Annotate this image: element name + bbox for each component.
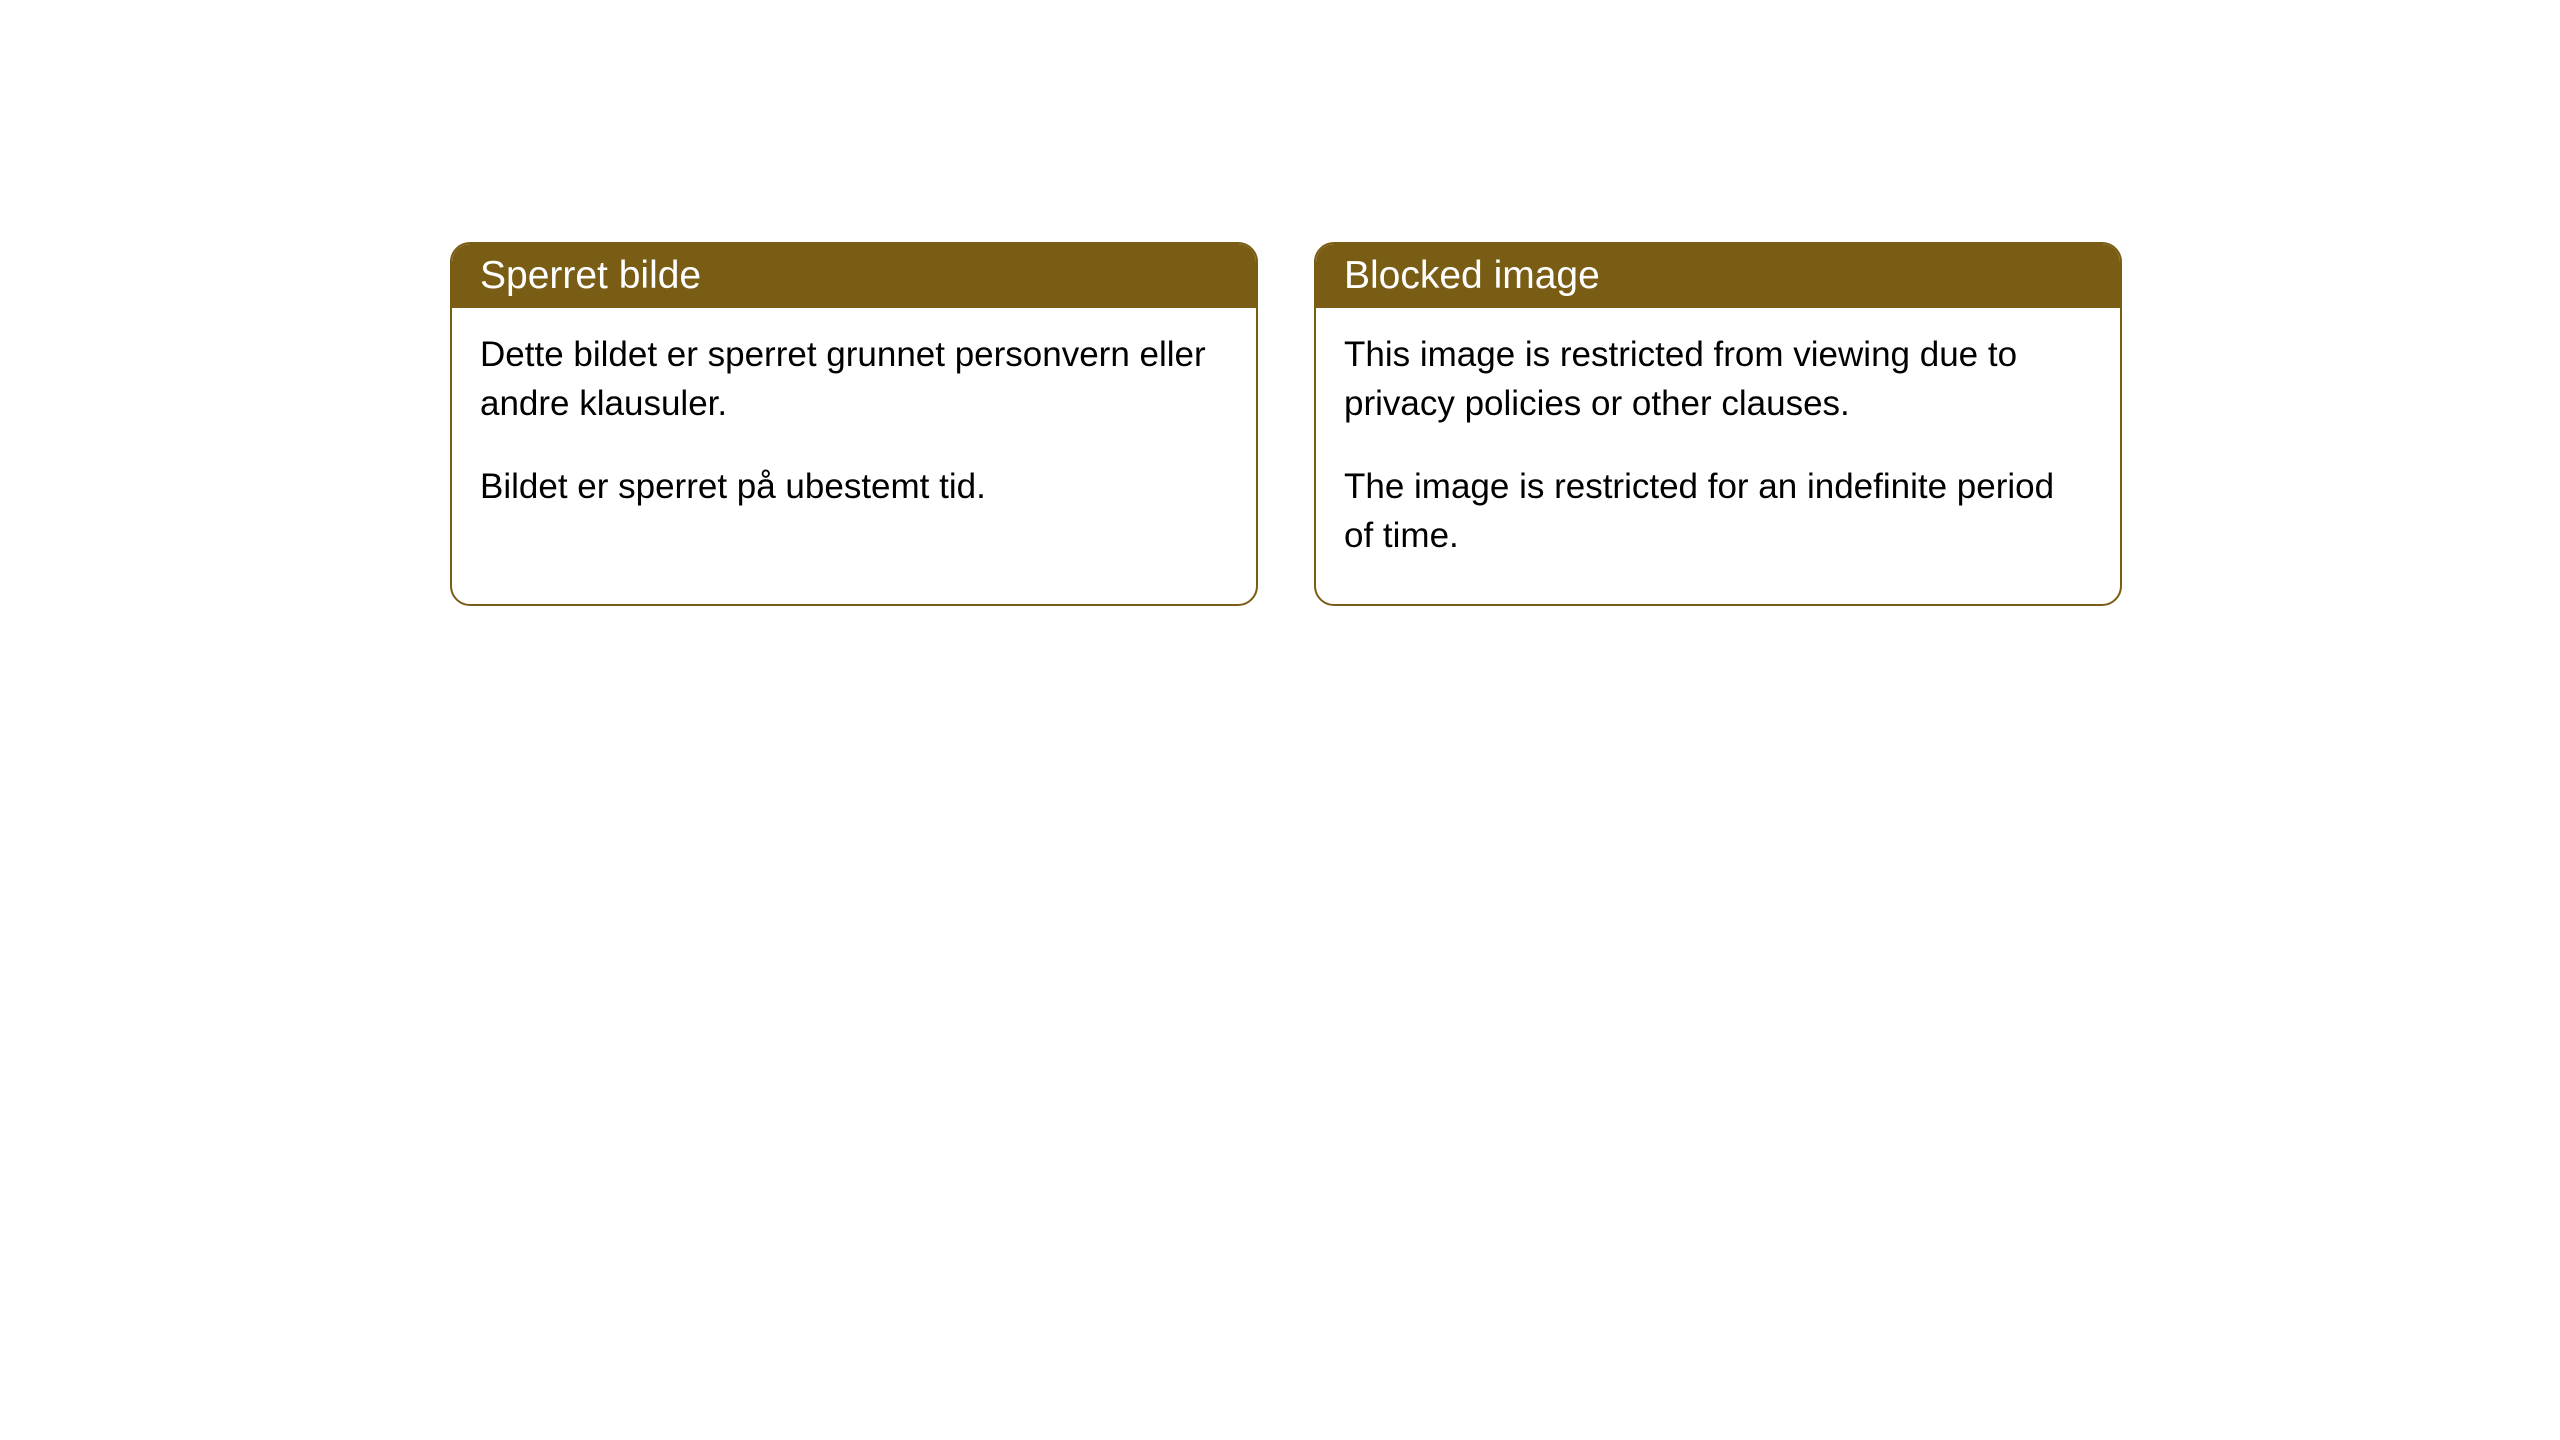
card-title: Blocked image xyxy=(1344,254,1600,297)
card-title: Sperret bilde xyxy=(480,254,701,297)
blocked-image-card-english: Blocked image This image is restricted f… xyxy=(1314,242,2122,606)
card-body: This image is restricted from viewing du… xyxy=(1316,308,2120,604)
card-paragraph: Dette bildet er sperret grunnet personve… xyxy=(480,330,1228,428)
notice-cards-container: Sperret bilde Dette bildet er sperret gr… xyxy=(0,0,2560,606)
card-body: Dette bildet er sperret grunnet personve… xyxy=(452,308,1256,555)
card-paragraph: Bildet er sperret på ubestemt tid. xyxy=(480,462,1228,511)
card-paragraph: The image is restricted for an indefinit… xyxy=(1344,462,2092,560)
blocked-image-card-norwegian: Sperret bilde Dette bildet er sperret gr… xyxy=(450,242,1258,606)
card-paragraph: This image is restricted from viewing du… xyxy=(1344,330,2092,428)
card-header: Blocked image xyxy=(1316,244,2120,308)
card-header: Sperret bilde xyxy=(452,244,1256,308)
